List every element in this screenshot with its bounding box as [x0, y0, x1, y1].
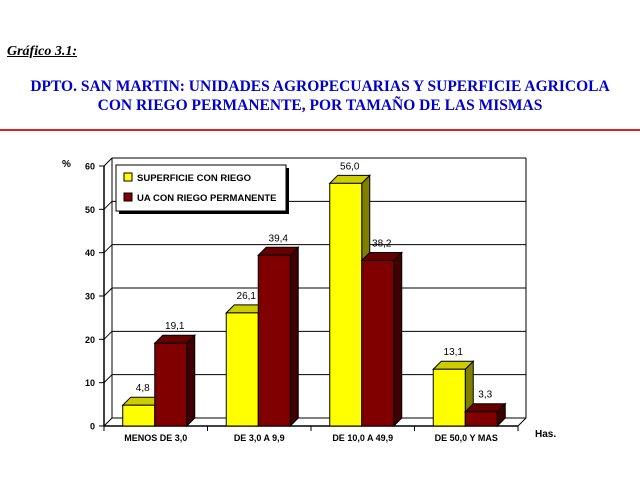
bar-ua: [464, 411, 498, 427]
data-label: 4,8: [136, 383, 150, 394]
data-label: 56,0: [340, 161, 360, 172]
bar-ua: [361, 259, 395, 427]
data-label: 39,4: [269, 233, 289, 244]
legend-label: UA CON RIEGO PERMANENTE: [137, 193, 277, 204]
gridline-side: [103, 244, 113, 254]
legend-box: [115, 164, 287, 212]
bar-superficie: [122, 404, 156, 427]
x-tick-label: DE 10,0 A 49,9: [332, 433, 393, 443]
y-tick-label: 60: [85, 162, 95, 172]
floor-right: [517, 417, 527, 427]
data-label: 26,1: [237, 291, 257, 302]
x-axis-title: Has.: [535, 429, 556, 440]
y-axis-title: %: [62, 159, 71, 170]
bar-ua: [257, 254, 291, 427]
y-tick-label: 50: [85, 205, 95, 215]
bar-superficie: [225, 312, 259, 427]
bar-side-ua: [186, 334, 196, 428]
gridline-side: [103, 157, 113, 167]
data-labels: 4,8 19,1 26,1 39,4 56,0 38,2 13,1 3,3: [136, 161, 493, 400]
gridline-side: [103, 287, 113, 297]
data-label: 19,1: [165, 321, 185, 332]
chart-legend: SUPERFICIE CON RIEGO UA CON RIEGO PERMANE…: [115, 164, 289, 214]
bar-ua: [154, 342, 188, 427]
y-axis-ticks: 0 10 20 30 40 50 60% Has.: [62, 159, 556, 440]
x-tick-label: MENOS DE 3,0: [124, 433, 187, 443]
y-tick-label: 40: [85, 248, 95, 258]
y-tick-label: 20: [85, 335, 95, 345]
x-axis-categories: MENOS DE 3,0 DE 3,0 A 9,9 DE 10,0 A 49,9 DE…: [124, 433, 498, 443]
gridline-side: [103, 374, 113, 384]
title-divider: [0, 129, 640, 131]
legend-swatch: [123, 192, 133, 202]
data-label: 13,1: [444, 347, 464, 358]
bar-superficie: [432, 368, 466, 427]
figure-label: Gráfico 3.1:: [7, 44, 77, 59]
y-tick-label: 0: [90, 422, 95, 432]
legend-label: SUPERFICIE CON RIEGO: [137, 173, 251, 184]
data-label: 38,2: [372, 238, 392, 249]
gridline-side: [103, 330, 113, 340]
legend-swatch: [123, 172, 133, 182]
floor-side: [103, 417, 113, 427]
gridline-side: [103, 200, 113, 210]
chart-bars: [121, 174, 507, 428]
chart-title-line-1: DPTO. SAN MARTIN: UNIDADES AGROPECUARIAS…: [30, 78, 610, 95]
chart-title-line-2: CON RIEGO PERMANENTE, POR TAMAÑO DE LAS …: [97, 97, 543, 114]
y-tick-label: 30: [85, 292, 95, 302]
y-tick-label: 10: [85, 378, 95, 388]
data-label: 3,3: [478, 390, 492, 401]
x-tick-label: DE 50,0 Y MAS: [435, 433, 498, 443]
bar-superficie: [329, 182, 363, 427]
bar-side-ua: [393, 251, 403, 428]
x-tick-label: DE 3,0 A 9,9: [234, 433, 285, 443]
bar-side-ua: [289, 246, 299, 428]
